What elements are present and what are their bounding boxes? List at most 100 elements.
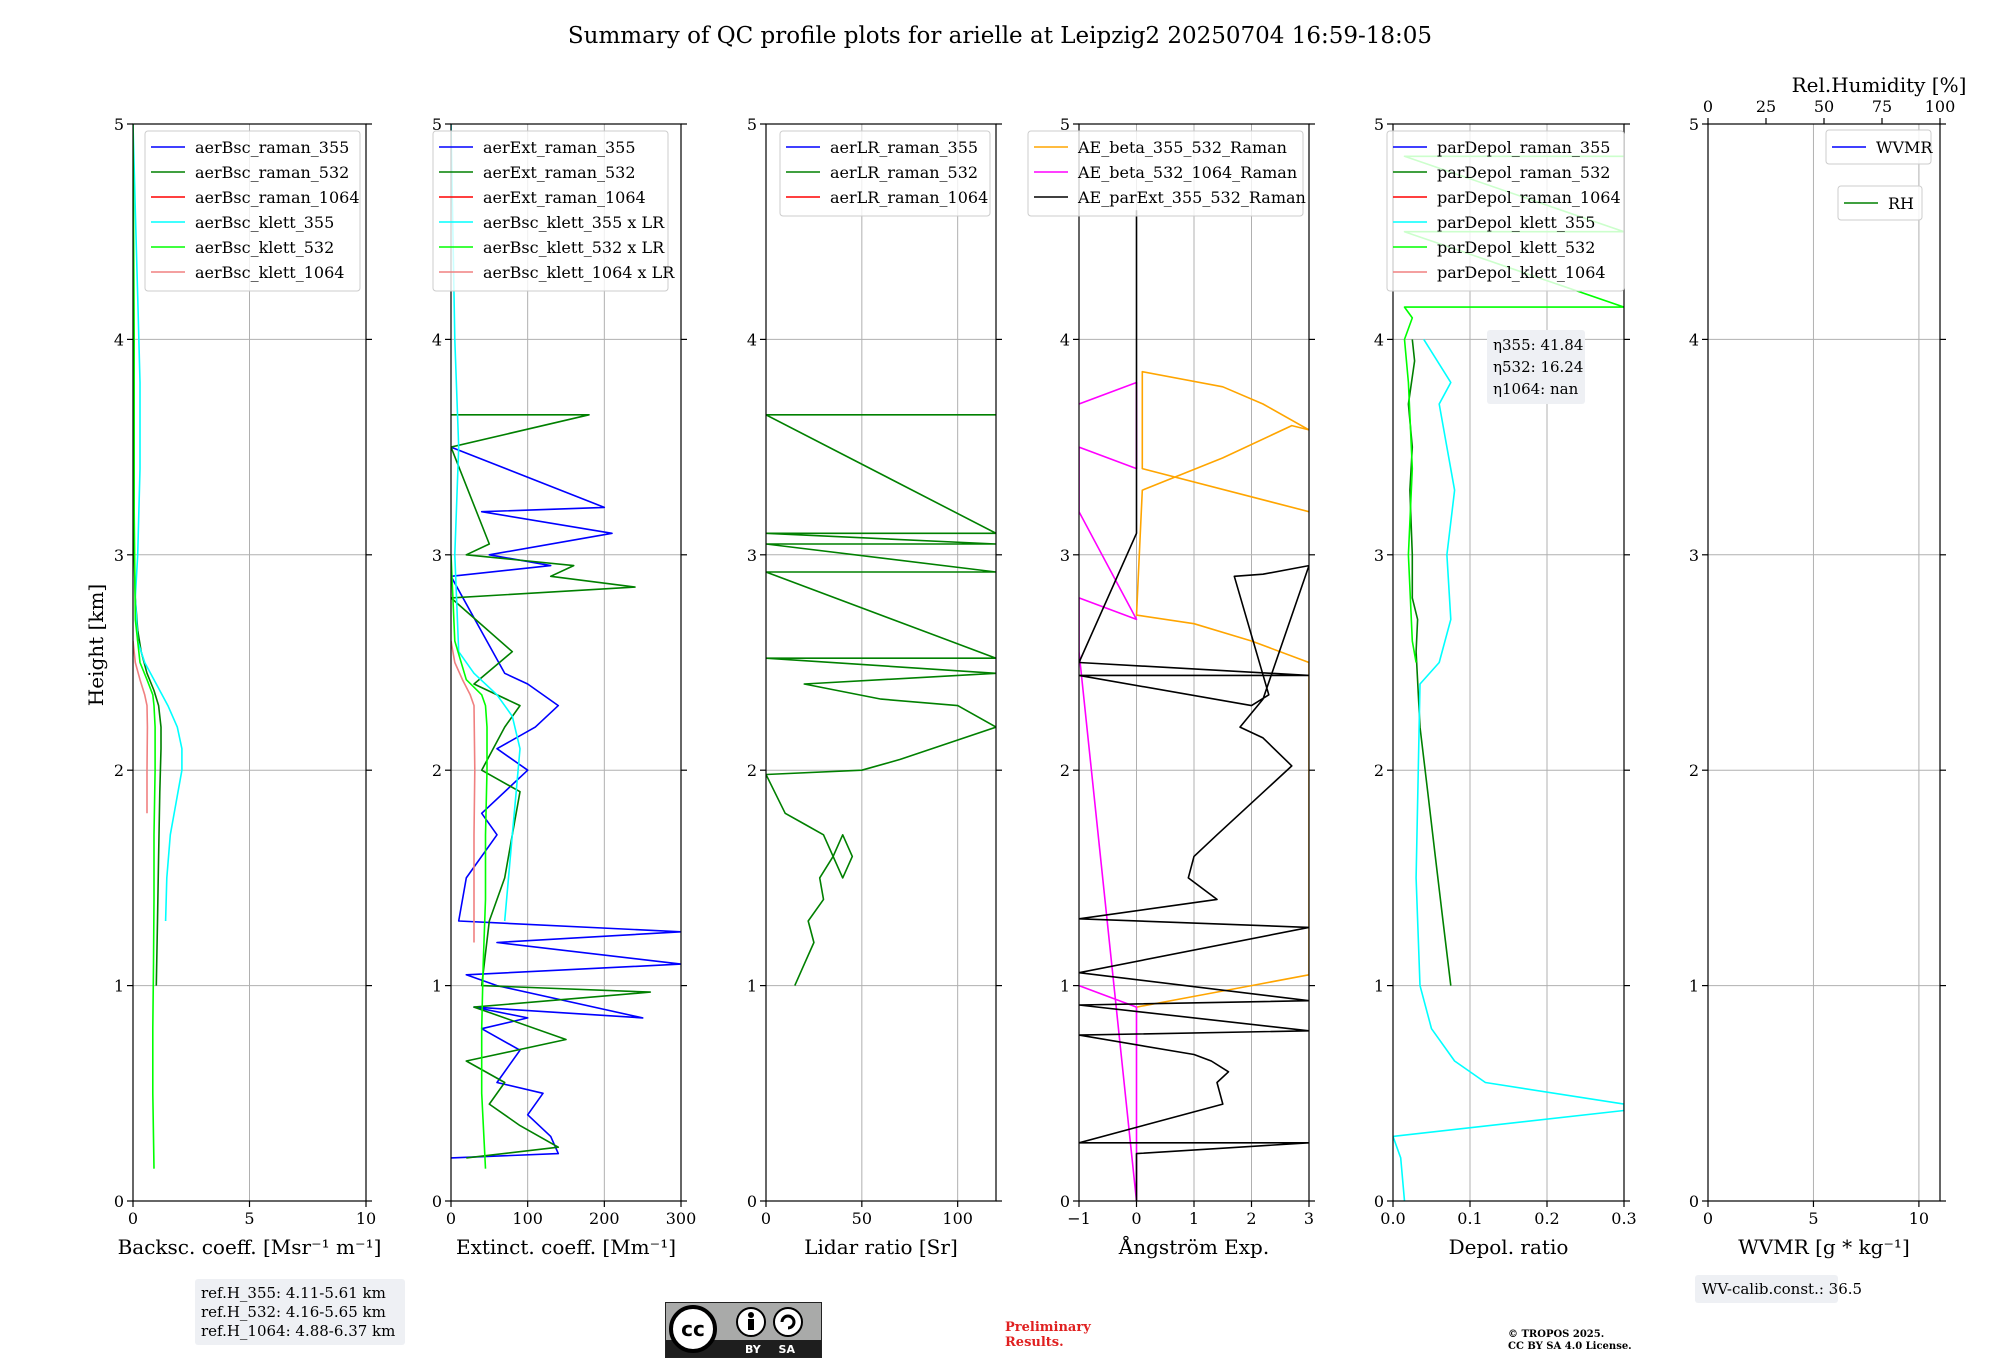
legend: AE_beta_355_532_Raman AE_beta_532_1064_Ra…	[1027, 130, 1306, 217]
y-tick-label: 1	[114, 977, 124, 996]
x-tick-label: 2	[1246, 1209, 1256, 1228]
preliminary-note: Preliminary Results.	[1005, 1320, 1091, 1350]
y-tick-label: 0	[114, 1192, 124, 1211]
legend-entry: aerExt_raman_355	[483, 138, 636, 157]
y-tick-label: 4	[1689, 330, 1699, 349]
y-tick-label: 5	[747, 115, 757, 134]
top-x-tick-label: 75	[1872, 97, 1892, 116]
y-tick-label: 3	[747, 546, 757, 565]
x-tick-label: 5	[244, 1209, 254, 1228]
y-tick-label: 4	[1374, 330, 1384, 349]
figure-title: Summary of QC profile plots for arielle …	[568, 23, 1432, 49]
eta-box: η355: 41.84 η532: 16.24 η1064: nan	[1487, 330, 1585, 404]
y-tick-label: 3	[1374, 546, 1384, 565]
legend-entry: WVMR	[1876, 138, 1933, 157]
legend-entry: aerBsc_raman_1064	[195, 188, 360, 207]
ref-height-532: ref.H_532: 4.16-5.65 km	[201, 1303, 386, 1321]
series-line-ae-beta-532-1064-raman	[1079, 381, 1138, 1201]
y-tick-label: 1	[747, 977, 757, 996]
legend-entry: aerExt_raman_1064	[483, 188, 646, 207]
cc-icon	[669, 1305, 717, 1353]
x-tick-label: 1	[1189, 1209, 1199, 1228]
x-axis-label: WVMR [g * kg⁻¹]	[1738, 1235, 1910, 1259]
legend-entry: aerBsc_klett_532 x LR	[483, 238, 665, 257]
top-x-tick-label: 25	[1756, 97, 1776, 116]
legend-entry: aerLR_raman_355	[830, 138, 978, 157]
series-line-aerbsc-klett-355-x-lr	[451, 124, 521, 922]
y-tick-label: 4	[432, 330, 442, 349]
legend-entry: aerLR_raman_1064	[830, 188, 988, 207]
legend-entry: parDepol_klett_1064	[1437, 263, 1606, 282]
legend: aerBsc_raman_355 aerBsc_raman_532 aerBsc_r…	[144, 130, 361, 292]
series-line-ae-beta-355-532-raman	[1135, 370, 1309, 1008]
x-axis-label: Extinct. coeff. [Mm⁻¹]	[456, 1235, 676, 1259]
y-tick-label: 3	[432, 546, 442, 565]
eta-1064: η1064: nan	[1493, 380, 1579, 398]
y-tick-label: 4	[1060, 330, 1070, 349]
y-tick-label: 5	[1374, 115, 1384, 134]
copyright-line-1: © TROPOS 2025.	[1508, 1329, 1605, 1340]
wv-calib-box: WV-calib.const.: 36.5	[1695, 1275, 1862, 1303]
legend-entry: parDepol_klett_532	[1437, 238, 1595, 257]
preliminary-line-2: Results.	[1005, 1335, 1064, 1350]
axes-frame	[450, 123, 682, 1202]
copyright-note: © TROPOS 2025. CC BY SA 4.0 License.	[1508, 1329, 1632, 1353]
legend-entry: RH	[1888, 194, 1914, 213]
legend-entry: aerBsc_klett_1064	[195, 263, 344, 282]
y-tick-label: 0	[1374, 1192, 1384, 1211]
y-tick-label: 1	[1060, 977, 1070, 996]
x-tick-label: 0	[1131, 1209, 1141, 1228]
y-tick-label: 5	[432, 115, 442, 134]
svg-text:cc: cc	[681, 1317, 705, 1341]
y-axis-label: Height [km]	[84, 584, 108, 706]
preliminary-line-1: Preliminary	[1005, 1320, 1091, 1335]
axes-frame	[1392, 123, 1625, 1202]
series-line-ae-parext-355-532-raman	[1079, 210, 1309, 1201]
legend-entry: aerBsc_klett_355	[195, 213, 334, 232]
x-tick-label: 100	[512, 1209, 543, 1228]
series-line-aerbsc-klett-1064	[133, 640, 149, 814]
cc-badge-text: BY SA	[745, 1343, 796, 1356]
x-tick-label: 0	[761, 1209, 771, 1228]
top-x-tick-label: 0	[1703, 97, 1713, 116]
legend-entry: parDepol_raman_355	[1437, 138, 1610, 157]
series-line-pardepol-klett-355	[1393, 338, 1624, 1201]
legend-entry: parDepol_klett_355	[1437, 213, 1595, 232]
cc-license-badge: cc BY SA	[665, 1302, 822, 1358]
x-tick-label: 0	[1703, 1209, 1713, 1228]
legend: WVMR	[1825, 129, 1933, 165]
panel-1: 0 5 10 0 1 2 3 4 5 Backsc. coeff. [Msr⁻¹ m⁻¹] aerB…	[114, 115, 382, 1259]
y-tick-label: 1	[432, 977, 442, 996]
axes-frame	[1707, 123, 1941, 1202]
eta-532: η532: 16.24	[1493, 358, 1583, 376]
x-axis-label: Ångström Exp.	[1118, 1234, 1269, 1259]
legend: aerLR_raman_355 aerLR_raman_532 aerLR_rama…	[779, 130, 991, 217]
y-tick-label: 3	[114, 546, 124, 565]
y-tick-label: 2	[1689, 761, 1699, 780]
ref-height-1064: ref.H_1064: 4.88-6.37 km	[201, 1322, 395, 1340]
panel-3: 0 50 100 0 1 2 3 4 5 Lidar ratio [Sr] aerLR_raman_…	[747, 115, 1002, 1259]
y-tick-label: 4	[747, 330, 757, 349]
y-tick-label: 2	[114, 761, 124, 780]
x-axis-label: Backsc. coeff. [Msr⁻¹ m⁻¹]	[118, 1235, 382, 1259]
panel-5: 0.0 0.1 0.2 0.3 0 1 2 3 4 5 Depol. ratio parDepol_r…	[1374, 115, 1637, 1259]
x-tick-label: 0.0	[1380, 1209, 1405, 1228]
x-tick-label: 0.3	[1611, 1209, 1636, 1228]
x-tick-label: 0	[446, 1209, 456, 1228]
x-tick-label: 10	[356, 1209, 376, 1228]
y-tick-label: 0	[747, 1192, 757, 1211]
legend-entry: aerBsc_raman_355	[195, 138, 349, 157]
top-x-tick-label: 50	[1814, 97, 1834, 116]
legend-entry: aerBsc_klett_355 x LR	[483, 213, 665, 232]
legend-entry: aerExt_raman_532	[483, 163, 636, 182]
x-tick-label: 0.2	[1534, 1209, 1559, 1228]
legend: RH	[1837, 185, 1923, 221]
x-axis-label: Lidar ratio [Sr]	[804, 1235, 958, 1259]
series-line-pardepol-klett-532	[1403, 155, 1624, 663]
y-tick-label: 2	[432, 761, 442, 780]
y-tick-label: 5	[1689, 115, 1699, 134]
ref-heights-box: ref.H_355: 4.11-5.61 km ref.H_532: 4.16-…	[195, 1279, 405, 1345]
y-tick-label: 5	[1060, 115, 1070, 134]
